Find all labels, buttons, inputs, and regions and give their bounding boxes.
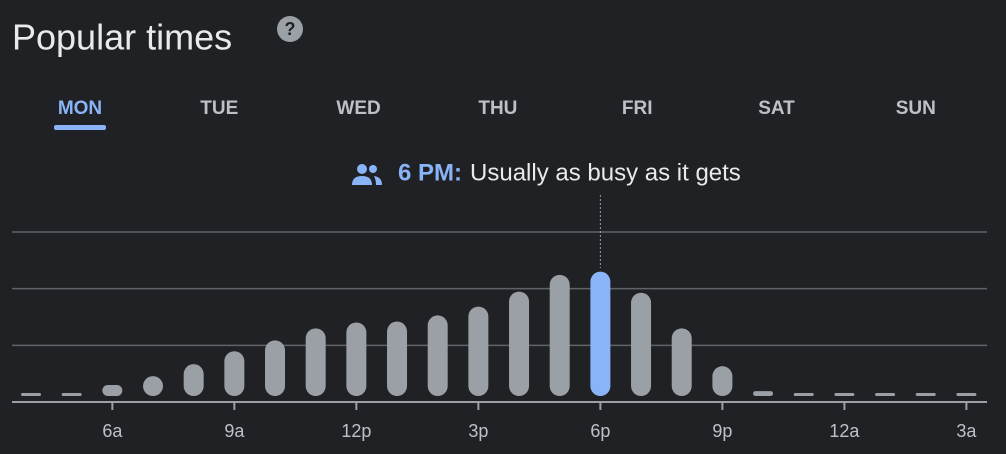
bar: [183, 364, 204, 396]
day-tab[interactable]: WED: [336, 98, 380, 119]
tab-underline: [54, 125, 106, 130]
bar: [61, 393, 82, 396]
x-tick-label: 9a: [224, 421, 245, 441]
bar: [915, 393, 936, 396]
title: Popular times: [12, 17, 232, 58]
bar: [143, 376, 164, 396]
bar: [102, 385, 123, 396]
chart: 6a 9a 12p 3p 6p 9p 12a 3a: [12, 195, 987, 441]
bar: [265, 340, 286, 396]
tooltip-text: Usually as busy as it gets: [470, 159, 741, 186]
people-icon: [352, 164, 382, 185]
help-icon[interactable]: [277, 16, 303, 42]
bar: [468, 306, 489, 396]
day-tabs: MON TUE WED THU FRI SAT SUN: [54, 98, 936, 130]
x-tick-label: 12a: [829, 421, 860, 441]
bar: [875, 393, 896, 396]
bar: [509, 291, 530, 396]
bar: [712, 366, 733, 396]
bar: [753, 391, 774, 396]
day-tab[interactable]: MON: [58, 98, 102, 119]
x-tick-label: 9p: [712, 421, 732, 441]
bar: [671, 328, 692, 396]
bar: [793, 393, 814, 396]
x-tick-label: 6a: [102, 421, 123, 441]
day-tab[interactable]: SAT: [758, 98, 795, 119]
bar: [590, 271, 611, 396]
bar: [346, 322, 367, 396]
day-tab[interactable]: THU: [478, 98, 517, 119]
day-tab[interactable]: FRI: [622, 98, 653, 119]
bar: [834, 393, 855, 396]
help-icon-text[interactable]: ?: [285, 19, 296, 39]
bar: [427, 315, 448, 396]
bar: [305, 328, 326, 396]
x-tick-label: 12p: [341, 421, 371, 441]
bar: [387, 321, 408, 396]
bar: [631, 292, 652, 396]
bar: [956, 393, 977, 396]
x-tick-label: 3a: [956, 421, 977, 441]
x-tick-label: 3p: [468, 421, 488, 441]
bar: [224, 351, 245, 396]
x-tick-label: 6p: [590, 421, 610, 441]
bar: [21, 393, 41, 396]
tooltip-time: 6 PM:: [398, 159, 462, 186]
day-tab[interactable]: TUE: [200, 98, 238, 119]
day-tab[interactable]: SUN: [896, 98, 936, 119]
bar: [549, 274, 570, 396]
